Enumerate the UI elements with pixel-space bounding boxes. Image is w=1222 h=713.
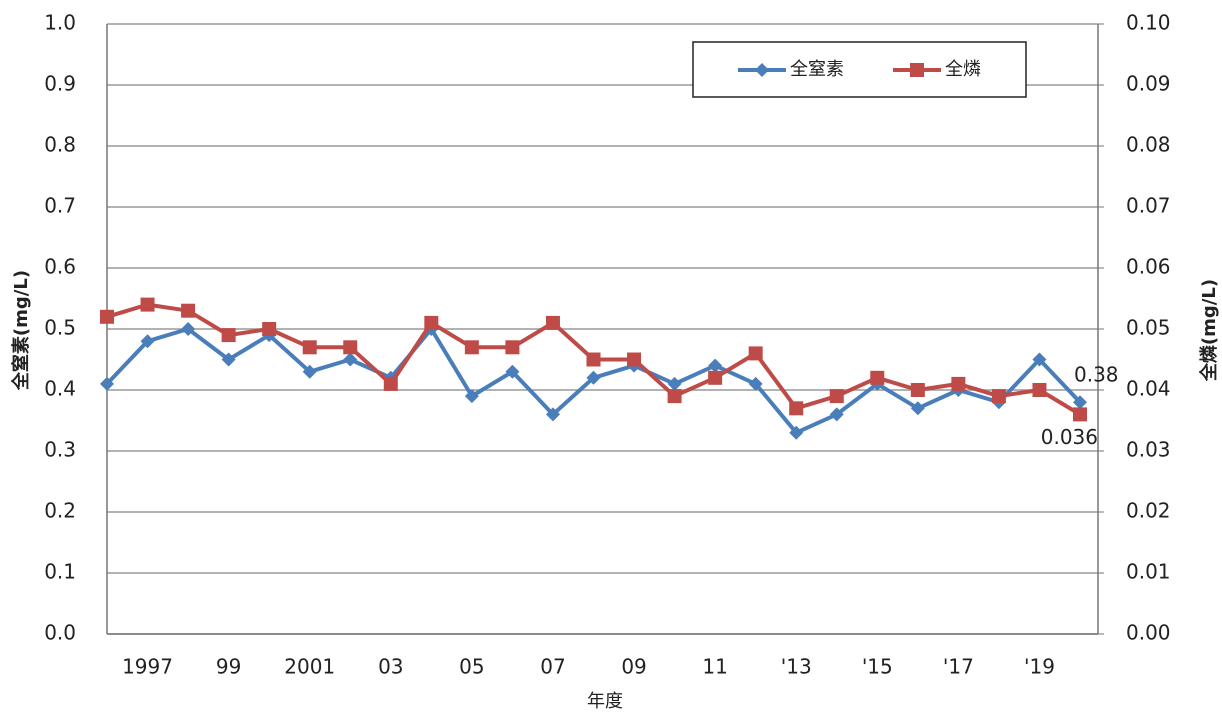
marker: [667, 376, 682, 391]
y-tick-label: 0.2: [44, 499, 76, 523]
legend-label: 全燐: [945, 59, 981, 80]
marker: [505, 364, 520, 379]
marker: [1032, 383, 1047, 397]
x-tick-label: 03: [378, 655, 403, 679]
marker: [910, 383, 925, 397]
marker: [586, 352, 601, 367]
x-tick-label: 05: [459, 655, 484, 679]
marker: [505, 340, 520, 355]
marker: [464, 340, 479, 355]
y-tick-label: 0.3: [44, 438, 76, 462]
y-tick-label: 0.0: [44, 621, 76, 645]
legend-label: 全窒素: [790, 59, 844, 80]
marker: [586, 370, 601, 385]
marker: [951, 376, 966, 391]
y2-tick-label: 0.09: [1126, 72, 1171, 96]
x-tick-label: '13: [781, 655, 812, 679]
marker: [545, 315, 560, 330]
y2-tick-label: 0.00: [1126, 621, 1171, 645]
marker: [1032, 352, 1047, 367]
marker: [302, 340, 317, 355]
marker: [140, 334, 155, 349]
y2-tick-label: 0.02: [1126, 499, 1171, 523]
y-tick-label: 0.8: [44, 133, 76, 157]
x-tick-label: '19: [1024, 655, 1055, 679]
marker: [708, 370, 723, 385]
x-tick-label: 07: [540, 655, 565, 679]
marker: [1073, 395, 1087, 410]
marker: [1073, 407, 1087, 422]
y-tick-label: 0.9: [44, 72, 76, 96]
marker: [910, 401, 925, 416]
marker: [667, 389, 682, 404]
marker: [464, 389, 479, 404]
y-tick-label: 0.1: [44, 560, 76, 584]
y2-tick-label: 0.08: [1126, 133, 1171, 157]
marker: [829, 389, 844, 404]
y-axis-label: 全窒素(mg/L): [10, 270, 32, 391]
y2-tick-label: 0.06: [1126, 255, 1171, 279]
y2-tick-label: 0.04: [1126, 377, 1171, 401]
marker: [870, 370, 885, 385]
marker: [789, 425, 804, 440]
marker: [424, 315, 439, 330]
marker: [708, 358, 723, 373]
marker: [545, 407, 560, 422]
data-label: 0.38: [1074, 363, 1119, 387]
y-tick-label: 1.0: [44, 11, 76, 35]
marker: [627, 352, 642, 367]
x-axis-label: 年度: [587, 691, 623, 712]
x-tick-label: 11: [702, 655, 727, 679]
y2-tick-label: 0.10: [1126, 11, 1171, 35]
x-tick-label: 99: [216, 655, 241, 679]
x-tick-label: '15: [862, 655, 893, 679]
marker: [181, 303, 196, 318]
marker: [140, 297, 155, 312]
y-tick-label: 0.4: [44, 377, 76, 401]
y2-axis-label: 全燐(mg/L): [1198, 279, 1220, 382]
y2-tick-label: 0.03: [1126, 438, 1171, 462]
data-label: 0.036: [1041, 425, 1098, 449]
x-tick-label: 09: [621, 655, 646, 679]
marker: [755, 63, 769, 77]
y-tick-label: 0.5: [44, 316, 76, 340]
y-tick-label: 0.7: [44, 194, 76, 218]
marker: [910, 63, 924, 77]
y2-tick-label: 0.07: [1126, 194, 1171, 218]
marker: [829, 407, 844, 422]
marker: [302, 364, 317, 379]
marker: [789, 401, 804, 416]
marker: [181, 322, 196, 336]
marker: [991, 389, 1006, 404]
marker: [343, 340, 358, 355]
y2-tick-label: 0.01: [1126, 560, 1171, 584]
x-tick-label: 1997: [122, 655, 173, 679]
marker: [343, 352, 358, 367]
marker: [221, 328, 236, 343]
x-tick-label: 2001: [284, 655, 335, 679]
marker: [748, 376, 763, 391]
y-tick-label: 0.6: [44, 255, 76, 279]
x-tick-label: '17: [943, 655, 974, 679]
marker: [100, 376, 114, 391]
marker: [383, 376, 398, 391]
marker: [221, 352, 236, 367]
marker: [262, 322, 277, 336]
marker: [100, 309, 114, 324]
marker: [748, 346, 763, 361]
y2-tick-label: 0.05: [1126, 316, 1171, 340]
